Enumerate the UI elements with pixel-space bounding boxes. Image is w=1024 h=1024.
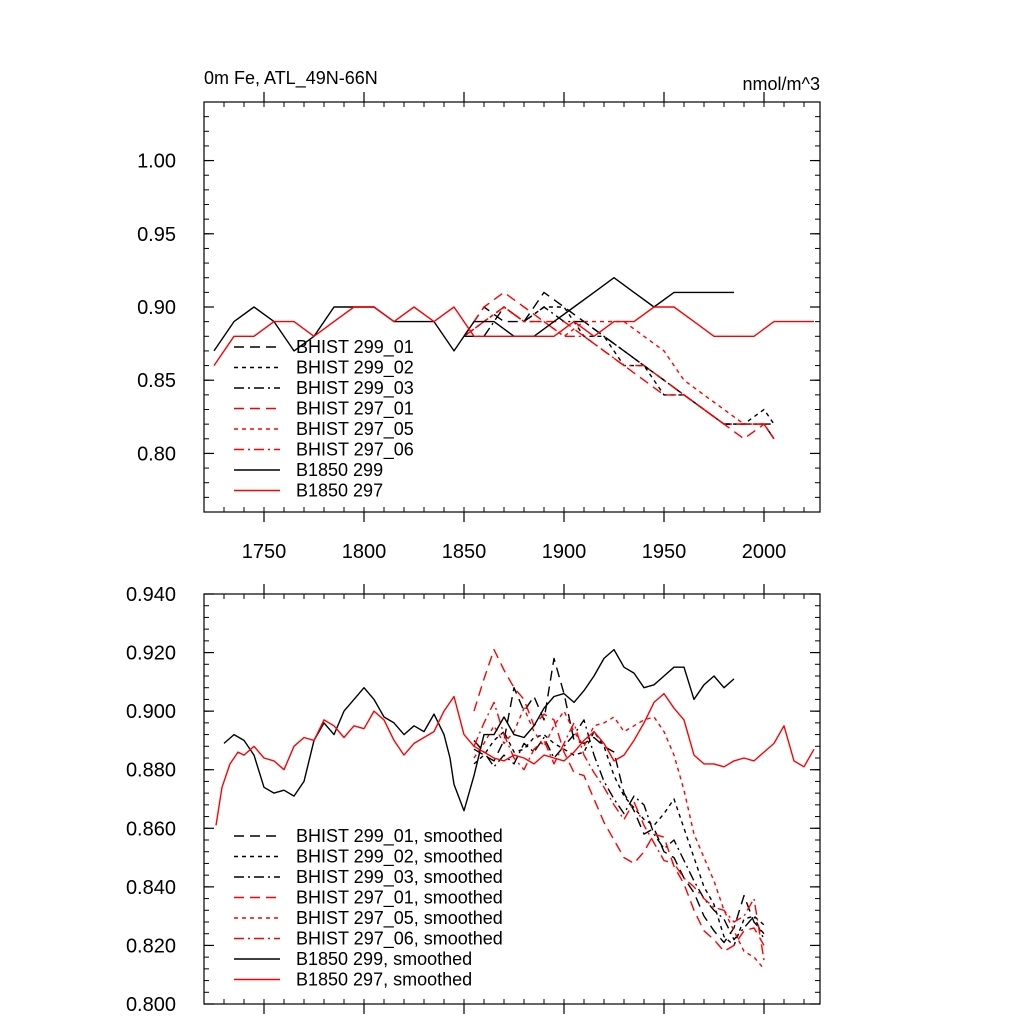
top-series-bhist-297-06 (463, 306, 775, 440)
top-legend-label-bhist-299-01: BHIST 299_01 (296, 337, 414, 358)
bottom-series-group (215, 648, 815, 970)
bottom-legend-label-bhist-297-06-smoothed: BHIST 297_06, smoothed (296, 929, 503, 950)
top-series-group (213, 277, 814, 440)
top-series-bhist-299-02 (463, 306, 775, 425)
top-y-tick-label: 0.80 (137, 443, 176, 465)
bottom-y-tick-label: 0.820 (126, 935, 176, 957)
top-panel-units: nmol/m^3 (743, 74, 820, 94)
bottom-axes: 0.800 0.820 0.840 0.860 0.880 0.900 0.920 0.940 (126, 584, 821, 1016)
bottom-y-tick-label: 0.880 (126, 760, 176, 782)
bottom-legend-label-bhist-297-05-smoothed: BHIST 297_05, smoothed (296, 908, 503, 929)
top-series-bhist-299-01 (463, 291, 775, 440)
top-panel-title: 0m Fe, ATL_49N-66N (204, 68, 378, 89)
bottom-legend-label-b1850-299-smoothed: B1850 299, smoothed (296, 949, 472, 969)
top-series-b1850-299 (213, 277, 734, 352)
top-x-tick-label: 1750 (242, 541, 287, 563)
top-panel: 0m Fe, ATL_49N-66N nmol/m^3 1750 1800 1850… (137, 68, 821, 563)
bottom-legend-label-b1850-297-smoothed: B1850 297, smoothed (296, 970, 472, 990)
top-x-tick-label: 1850 (442, 541, 487, 563)
top-legend-label-b1850-297: B1850 297 (296, 481, 383, 501)
top-legend-label-b1850-299: B1850 299 (296, 460, 383, 480)
top-series-bhist-297-05 (463, 306, 775, 440)
bottom-series-bhist-297-01-smoothed (473, 648, 765, 952)
bottom-y-tick-label: 0.920 (126, 643, 176, 665)
top-y-tick-label: 0.85 (137, 370, 176, 392)
top-legend-label-bhist-299-03: BHIST 299_03 (296, 378, 414, 399)
bottom-y-tick-label: 0.860 (126, 818, 176, 840)
bottom-series-bhist-297-06-smoothed (473, 701, 765, 961)
top-axes: 1750 1800 1850 1900 1950 2000 0.80 0.85 0.90 0.95… (137, 92, 821, 563)
top-legend-label-bhist-297-06: BHIST 297_06 (296, 440, 414, 461)
top-y-tick-label: 1.00 (137, 151, 176, 173)
top-series-b1850-297 (213, 306, 814, 366)
bottom-plot-frame (203, 593, 821, 1005)
top-x-tick-label: 1900 (542, 541, 587, 563)
bottom-series-b1850-297-smoothed (215, 692, 815, 826)
bottom-series-b1850-299-smoothed (223, 648, 735, 812)
bottom-legend-label-bhist-299-02-smoothed: BHIST 299_02, smoothed (296, 847, 503, 868)
top-y-tick-label: 0.90 (137, 297, 176, 319)
top-x-tick-label: 2000 (742, 541, 787, 563)
bottom-legend-label-bhist-299-01-smoothed: BHIST 299_01, smoothed (296, 826, 503, 847)
top-legend-label-bhist-297-01: BHIST 297_01 (296, 399, 414, 420)
top-series-bhist-297-01 (463, 291, 775, 440)
bottom-y-tick-label: 0.900 (126, 701, 176, 723)
bottom-y-tick-label: 0.840 (126, 877, 176, 899)
bottom-y-tick-label: 0.800 (126, 994, 176, 1016)
bottom-y-tick-label: 0.940 (126, 584, 176, 606)
top-legend-label-bhist-297-05: BHIST 297_05 (296, 419, 414, 440)
bottom-legend-label-bhist-299-03-smoothed: BHIST 299_03, smoothed (296, 867, 503, 888)
bottom-series-bhist-299-02-smoothed (473, 730, 765, 947)
top-legend-label-bhist-299-02: BHIST 299_02 (296, 358, 414, 379)
bottom-series-bhist-297-05-smoothed (473, 707, 765, 970)
bottom-legend-label-bhist-297-01-smoothed: BHIST 297_01, smoothed (296, 888, 503, 909)
top-y-tick-label: 0.95 (137, 224, 176, 246)
bottom-series-bhist-299-03-smoothed (473, 719, 765, 941)
bottom-series-bhist-299-01-smoothed (473, 657, 765, 944)
bottom-panel: 0.800 0.820 0.840 0.860 0.880 0.900 0.920 0.940… (126, 584, 821, 1016)
top-x-tick-label: 1950 (642, 541, 687, 563)
top-x-tick-label: 1800 (342, 541, 387, 563)
top-series-bhist-299-03 (464, 306, 774, 425)
